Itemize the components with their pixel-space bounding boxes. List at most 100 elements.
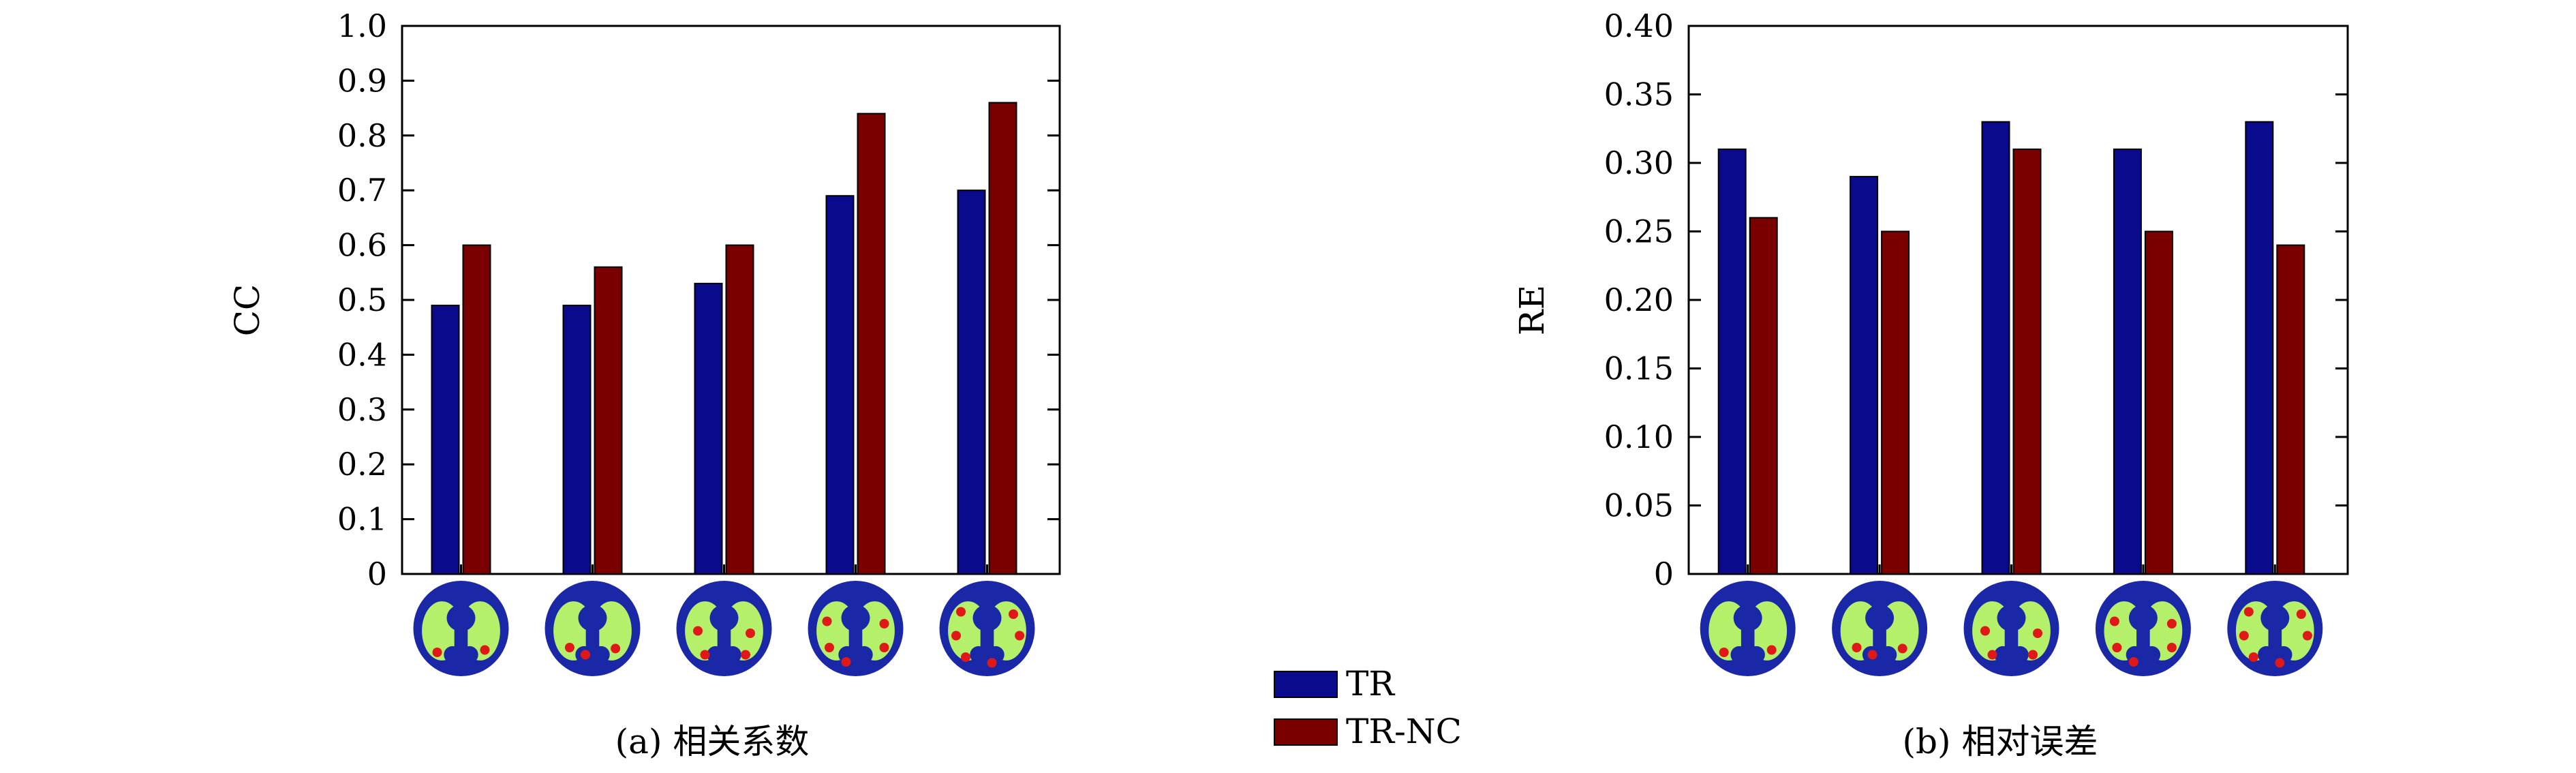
phantom-lesion xyxy=(2243,607,2254,617)
phantom-lesion xyxy=(879,643,889,652)
phantom-lesion xyxy=(2275,658,2285,668)
legend-label-tr: TR xyxy=(1346,664,1395,703)
phantom-icon xyxy=(2227,581,2323,676)
bar-trnc xyxy=(2144,230,2173,575)
bar-trnc xyxy=(462,244,491,575)
legend-swatch-trnc xyxy=(1274,718,1338,746)
phantom-lesion xyxy=(841,657,851,667)
y-tick-label: 0.20 xyxy=(1604,282,1674,318)
phantom-lobe-left xyxy=(2258,646,2275,664)
phantom-icon xyxy=(413,581,509,676)
y-tick-label: 0.05 xyxy=(1604,487,1674,524)
y-axis-title-cc: CC xyxy=(228,284,267,337)
bar-tr xyxy=(1717,148,1747,575)
bar-tr xyxy=(825,195,855,575)
phantom-heart xyxy=(972,605,1002,632)
phantom-lesion xyxy=(2166,643,2177,652)
phantom-lobe-right xyxy=(592,646,610,664)
phantom-lesion xyxy=(746,628,755,638)
phantom-heart xyxy=(1865,605,1895,632)
phantom-lesion xyxy=(1009,609,1018,619)
y-axis-title-re: RE xyxy=(1512,285,1552,335)
bar-tr xyxy=(2113,148,2142,575)
phantom-icon xyxy=(1963,581,2059,676)
phantom-icon xyxy=(676,581,772,676)
phantom-heart xyxy=(578,605,607,632)
phantom-lesion xyxy=(2239,631,2249,641)
phantom-heart xyxy=(709,605,739,632)
bar-trnc xyxy=(857,112,886,575)
phantom-lesion xyxy=(1897,643,1907,654)
phantom-lesion xyxy=(480,645,490,655)
bar-trnc xyxy=(594,266,623,575)
y-tick-label: 0.9 xyxy=(337,62,387,99)
phantom-heart xyxy=(446,605,476,632)
phantom-lesion xyxy=(741,650,750,660)
phantom-lesion xyxy=(2112,643,2122,652)
phantom-lesion xyxy=(1015,631,1025,641)
phantom-lesion xyxy=(956,607,966,617)
bar-trnc xyxy=(1749,217,1778,575)
y-tick-label: 0.7 xyxy=(337,172,387,209)
y-tick-label: 0.35 xyxy=(1604,76,1674,113)
y-tick-label: 0.25 xyxy=(1604,213,1674,250)
phantom-lesion xyxy=(1852,643,1862,652)
y-tick-label: 0.8 xyxy=(337,117,387,154)
bar-trnc xyxy=(2276,244,2305,575)
phantom-icon xyxy=(2095,581,2191,676)
y-tick-label: 0.10 xyxy=(1604,419,1674,455)
phantom-lesion xyxy=(432,648,442,657)
legend: TR TR-NC xyxy=(1274,664,1462,751)
chart-re: RE (b) 相对误差 0 0.05 0.10 0.15 0.20 0.25 0.30 0.3… xyxy=(1512,7,2349,761)
phantom-lesion xyxy=(693,626,703,636)
bar-trnc xyxy=(988,102,1017,575)
phantom-icon xyxy=(808,581,904,676)
y-tick-label: 0.4 xyxy=(337,336,387,373)
phantom-lobe-right xyxy=(855,646,873,664)
phantom-icon xyxy=(545,581,641,676)
legend-label-trnc: TR-NC xyxy=(1346,712,1462,751)
caption-re: (b) 相对误差 xyxy=(1903,722,2098,761)
phantom-heart xyxy=(2260,605,2290,632)
y-tick-label: 0.1 xyxy=(337,501,387,538)
y-tick-label: 0.15 xyxy=(1604,350,1674,387)
phantom-lesion xyxy=(825,643,834,652)
bar-trnc xyxy=(1881,230,1910,575)
phantom-lobe-right xyxy=(2011,646,2029,664)
phantom-lesion xyxy=(2128,657,2138,667)
y-tick-label: 0.30 xyxy=(1604,145,1674,181)
phantom-heart xyxy=(2128,605,2158,632)
phantom-icon xyxy=(1700,581,1796,676)
phantom-lesion xyxy=(879,619,889,628)
phantom-icon xyxy=(1832,581,1928,676)
bar-tr xyxy=(957,190,986,575)
y-tick-label: 0.5 xyxy=(337,282,387,318)
phantom-lobe-right xyxy=(461,646,478,664)
phantom-heart xyxy=(1997,605,2026,632)
bar-tr xyxy=(1850,176,1879,575)
phantom-lesion xyxy=(1987,650,1997,660)
bar-tr xyxy=(694,282,723,575)
phantom-lesion xyxy=(1867,650,1877,660)
phantom-lesion xyxy=(564,643,574,652)
bar-tr xyxy=(562,305,592,575)
bar-tr xyxy=(1981,121,2010,575)
chart-cc: CC (a) 相关系数 0 0.1 0.2 0.3 0.4 0.5 0.6 0.7 0.8 0.9… xyxy=(228,7,1061,761)
phantom-lesion xyxy=(987,658,997,668)
y-tick-label: 0.40 xyxy=(1604,7,1674,44)
phantom-heart xyxy=(1733,605,1762,632)
y-tick-label: 0.6 xyxy=(337,227,387,264)
phantom-lobe-left xyxy=(444,646,461,664)
phantom-lobe-left xyxy=(1994,646,2012,664)
phantom-lesion xyxy=(611,643,621,654)
phantom-lesion xyxy=(581,650,590,660)
y-tick-label: 0.2 xyxy=(337,446,387,483)
phantom-icon xyxy=(939,581,1035,676)
phantom-lesion xyxy=(2028,650,2038,660)
y-tick-label: 0 xyxy=(367,556,387,592)
phantom-lesion xyxy=(822,616,832,626)
phantom-lesion xyxy=(2296,609,2306,619)
bar-trnc xyxy=(2012,148,2042,575)
y-tick-label: 0 xyxy=(1654,556,1674,592)
